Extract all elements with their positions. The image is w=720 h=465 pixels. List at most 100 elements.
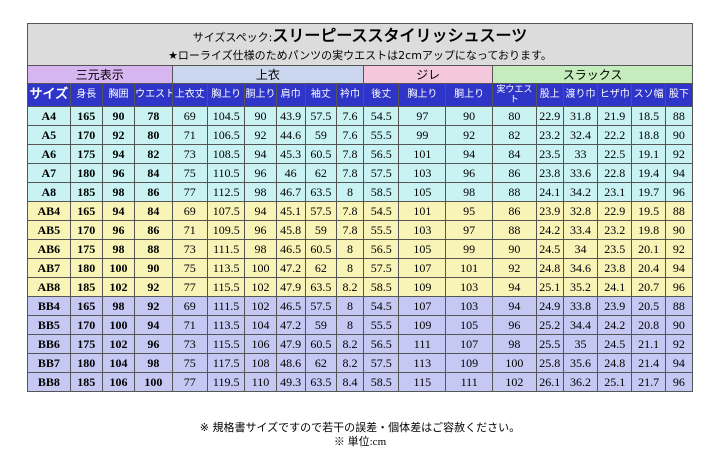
cell-chest: 94 xyxy=(101,144,136,164)
cell-size: BB6 xyxy=(27,334,71,354)
cell-inseam: 92 xyxy=(664,144,694,164)
cell-vest-waist: 111 xyxy=(445,372,494,392)
cell-sleeve-length: 59 xyxy=(304,220,337,240)
cell-collar-width: 7.6 xyxy=(335,125,365,145)
cell-vest-length: 57.5 xyxy=(363,258,400,278)
cell-collar-width: 8.2 xyxy=(335,277,365,297)
cell-vest-waist: 99 xyxy=(445,239,494,259)
cell-height: 180 xyxy=(69,163,103,183)
header-thigh-width: 渡り巾 xyxy=(562,83,599,107)
cell-sleeve-length: 62 xyxy=(304,353,337,373)
cell-inseam: 96 xyxy=(664,182,694,202)
cell-vest-chest: 115 xyxy=(398,372,447,392)
cell-knee-width: 24.1 xyxy=(597,277,633,297)
cell-vest-length: 56.5 xyxy=(363,144,400,164)
cell-waist: 78 xyxy=(134,106,173,126)
cell-shoulder-width: 44.6 xyxy=(275,125,306,145)
cell-actual-waist: 90 xyxy=(492,239,537,259)
cell-thigh-width: 33.6 xyxy=(562,163,599,183)
cell-hem-width: 20.7 xyxy=(631,277,666,297)
cell-jacket-waist: 102 xyxy=(244,296,277,316)
cell-vest-waist: 101 xyxy=(445,258,494,278)
cell-inseam: 96 xyxy=(664,372,694,392)
cell-chest: 104 xyxy=(101,353,136,373)
cell-sleeve-length: 57.5 xyxy=(304,106,337,126)
cell-knee-width: 21.9 xyxy=(597,106,633,126)
cell-actual-waist: 80 xyxy=(492,106,537,126)
cell-chest: 92 xyxy=(101,125,136,145)
cell-vest-length: 54.5 xyxy=(363,296,400,316)
cell-jacket-chest: 110.5 xyxy=(206,163,246,183)
table-row: A4 165 90 78 69 104.5 90 43.9 57.5 7.6 54.5 97 90 80 2… xyxy=(27,106,694,126)
cell-inseam: 90 xyxy=(664,125,694,145)
cell-thigh-width: 34 xyxy=(562,239,599,259)
header-hem-width: スソ幅 xyxy=(631,83,666,107)
cell-hem-width: 20.1 xyxy=(631,239,666,259)
cell-jacket-chest: 115.5 xyxy=(206,277,246,297)
cell-thigh-width: 33 xyxy=(562,144,599,164)
cell-sleeve-length: 63.5 xyxy=(304,277,337,297)
cell-rise: 23.8 xyxy=(535,163,564,183)
cell-vest-waist: 96 xyxy=(445,163,494,183)
table-row: BB5 170 100 94 71 113.5 104 47.2 59 8 55.5 109 105 96… xyxy=(27,315,694,335)
cell-rise: 26.1 xyxy=(535,372,564,392)
cell-vest-waist: 94 xyxy=(445,144,494,164)
cell-jacket-chest: 115.5 xyxy=(206,334,246,354)
cell-vest-chest: 109 xyxy=(398,277,447,297)
cell-collar-width: 8 xyxy=(335,239,365,259)
cell-sleeve-length: 62 xyxy=(304,163,337,183)
cell-rise: 24.8 xyxy=(535,258,564,278)
cell-size: AB7 xyxy=(27,258,71,278)
cell-shoulder-width: 49.3 xyxy=(275,372,306,392)
table-row: A5 170 92 80 71 106.5 92 44.6 59 7.6 55.5 99 92 82 23.… xyxy=(27,125,694,145)
cell-actual-waist: 100 xyxy=(492,353,537,373)
cell-waist: 96 xyxy=(134,334,173,354)
cell-vest-length: 56.5 xyxy=(363,239,400,259)
cell-vest-waist: 90 xyxy=(445,106,494,126)
cell-rise: 24.1 xyxy=(535,182,564,202)
cell-jacket-waist: 104 xyxy=(244,315,277,335)
cell-actual-waist: 84 xyxy=(492,144,537,164)
cell-chest: 98 xyxy=(101,296,136,316)
cell-actual-waist: 94 xyxy=(492,277,537,297)
cell-knee-width: 25.1 xyxy=(597,372,633,392)
cell-rise: 23.2 xyxy=(535,125,564,145)
cell-inseam: 94 xyxy=(664,353,694,373)
header-shoulder-width: 肩巾 xyxy=(275,83,306,107)
cell-waist: 84 xyxy=(134,163,173,183)
cell-shoulder-width: 46 xyxy=(275,163,306,183)
cell-thigh-width: 35.6 xyxy=(562,353,599,373)
cell-actual-waist: 92 xyxy=(492,258,537,278)
cell-jacket-chest: 111.5 xyxy=(206,296,246,316)
cell-hem-width: 19.8 xyxy=(631,220,666,240)
cell-shoulder-width: 47.9 xyxy=(275,334,306,354)
cell-jacket-chest: 107.5 xyxy=(206,201,246,221)
cell-inseam: 94 xyxy=(664,163,694,183)
cell-sleeve-length: 57.5 xyxy=(304,296,337,316)
cell-jacket-length: 75 xyxy=(171,353,208,373)
cell-chest: 90 xyxy=(101,106,136,126)
cell-actual-waist: 98 xyxy=(492,334,537,354)
title-prefix: サイズスペック: xyxy=(192,31,273,44)
cell-thigh-width: 36.2 xyxy=(562,372,599,392)
cell-jacket-chest: 113.5 xyxy=(206,258,246,278)
cell-knee-width: 24.5 xyxy=(597,334,633,354)
cell-vest-length: 58.5 xyxy=(363,182,400,202)
group-sanmoto-label: 三元表示 xyxy=(27,65,173,84)
cell-vest-waist: 109 xyxy=(445,353,494,373)
cell-vest-chest: 97 xyxy=(398,106,447,126)
header-rise: 股上 xyxy=(535,83,564,107)
cell-jacket-length: 69 xyxy=(171,201,208,221)
cell-inseam: 90 xyxy=(664,220,694,240)
header-height: 身長 xyxy=(69,83,103,107)
size-spec-sheet: サイズスペック:スリーピーススタイリッシュスーツ ★ローライズ仕様のためパンツの… xyxy=(27,23,694,392)
cell-collar-width: 7.6 xyxy=(335,106,365,126)
cell-knee-width: 23.1 xyxy=(597,182,633,202)
cell-vest-waist: 103 xyxy=(445,277,494,297)
cell-jacket-length: 77 xyxy=(171,182,208,202)
table-row: BB4 165 98 92 69 111.5 102 46.5 57.5 8 54.5 107 103 9… xyxy=(27,296,694,316)
cell-size: BB7 xyxy=(27,353,71,373)
table-row: BB6 175 102 96 73 115.5 106 47.9 60.5 8.2 56.5 111 1… xyxy=(27,334,694,354)
cell-shoulder-width: 47.2 xyxy=(275,258,306,278)
cell-actual-waist: 88 xyxy=(492,220,537,240)
